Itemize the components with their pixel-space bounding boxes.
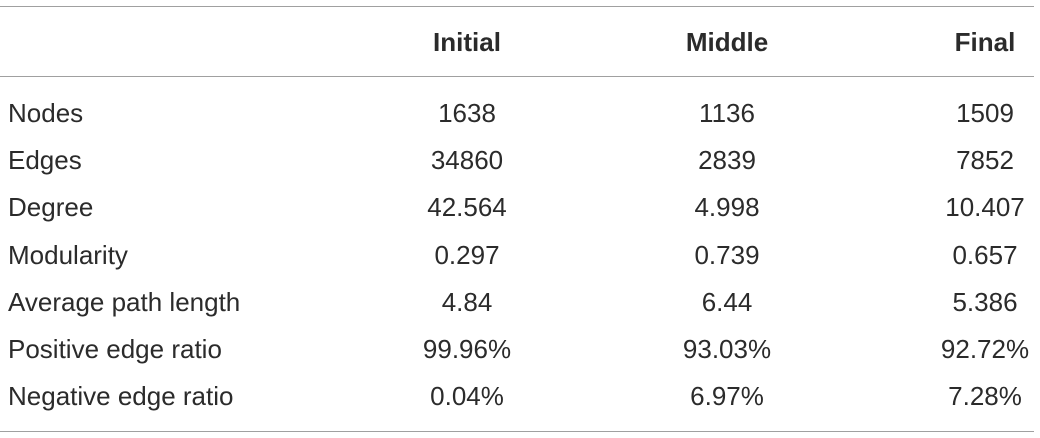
bottom-rule bbox=[0, 431, 1034, 432]
column-header: Initial bbox=[433, 27, 501, 57]
cell-value: 1638 bbox=[438, 98, 496, 128]
cell-value: 93.03% bbox=[682, 334, 772, 364]
cell-value: 4.84 bbox=[441, 286, 493, 317]
cell-value: 42.564 bbox=[427, 192, 507, 223]
top-rule bbox=[0, 6, 1034, 7]
row-label: Nodes bbox=[8, 98, 84, 128]
cell-value: 6.44 bbox=[701, 286, 753, 317]
cell-value: 2839 bbox=[698, 145, 756, 176]
cell-value: 1136 bbox=[699, 98, 755, 128]
row-label: Degree bbox=[8, 192, 94, 223]
header-rule bbox=[0, 76, 1034, 77]
cell-value: 0.04% bbox=[430, 381, 504, 412]
column-header: Middle bbox=[685, 27, 769, 57]
cell-value: 34860 bbox=[430, 145, 504, 176]
row-label: Positive edge ratio bbox=[8, 334, 222, 364]
column-header: Final bbox=[954, 27, 1016, 57]
cell-value: 6.97% bbox=[690, 381, 764, 412]
cell-value: 0.297 bbox=[434, 239, 500, 270]
cell-value: 4.998 bbox=[694, 192, 760, 223]
cell-value: 92.72% bbox=[940, 334, 1030, 364]
cell-value: 5.386 bbox=[952, 286, 1018, 317]
cell-value: 7.28% bbox=[948, 381, 1022, 412]
cell-value: 99.96% bbox=[422, 334, 512, 364]
row-label: Modularity bbox=[8, 239, 128, 270]
cell-value: 0.739 bbox=[694, 239, 760, 270]
cell-value: 7852 bbox=[956, 145, 1014, 176]
cell-value: 1509 bbox=[956, 98, 1014, 128]
row-label: Average path length bbox=[8, 286, 241, 317]
cell-value: 0.657 bbox=[952, 239, 1018, 270]
row-label: Edges bbox=[8, 145, 82, 176]
cell-value: 10.407 bbox=[945, 192, 1025, 223]
row-label: Negative edge ratio bbox=[8, 381, 234, 412]
